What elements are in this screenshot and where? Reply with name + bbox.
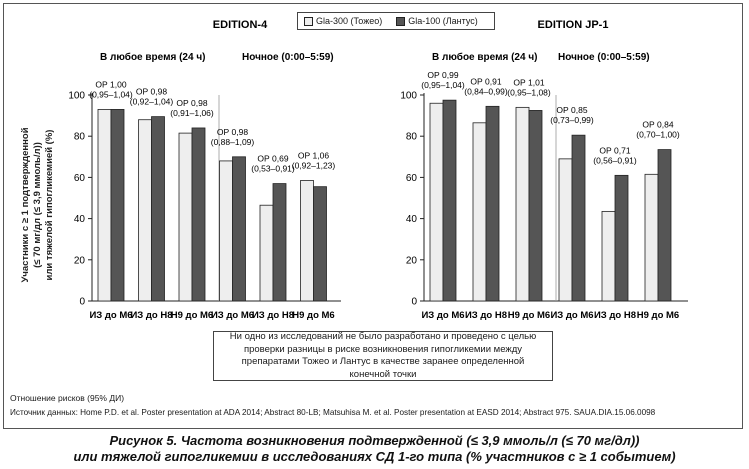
confidence-interval-label: (0,92–1,23) <box>292 160 336 170</box>
bar-gla100 <box>657 149 672 302</box>
figure-caption-line-2: или тяжелой гипогликемии в исследованиях… <box>73 449 676 464</box>
hazard-ratio-label: ОР 1,01 <box>513 77 544 87</box>
bar-gla100 <box>110 109 125 302</box>
hazard-ratio-label: ОР 1,00 <box>95 79 126 89</box>
y-tick-label: 100 <box>68 91 85 102</box>
hazard-ratio-label: ОР 0,99 <box>427 70 458 80</box>
confidence-interval-label: (0,70–1,00) <box>636 130 680 140</box>
bar-gla100 <box>313 186 327 302</box>
hazard-ratio-label: ОР 0,91 <box>470 76 501 86</box>
x-tick-label: ИЗ до Н8 <box>465 310 507 321</box>
y-axis-label: Участники с ≥ 1 подтвержденной(≤ 70 мг/д… <box>20 127 55 282</box>
bar-gla300 <box>472 122 487 302</box>
bar-gla100 <box>151 116 165 302</box>
bar-gla300 <box>138 119 152 302</box>
chart-edition-jp1: EDITION JP-1 В любое время (24 ч) Ночное (… <box>400 19 688 321</box>
figure-caption-line-1: Рисунок 5. Частота возникновения подтвер… <box>109 433 640 448</box>
bar-gla100 <box>442 99 457 302</box>
legend-item-gla100: Gla-100 (Лантус) <box>396 16 478 26</box>
hazard-ratio-label: ОР 1,06 <box>298 150 329 160</box>
x-tick-label: Н9 до М6 <box>171 310 213 321</box>
bar-gla300 <box>429 102 444 302</box>
group-label: Ночное (0:00–5:59) <box>558 52 650 63</box>
bar-gla300 <box>300 180 314 302</box>
x-tick-label: Н9 до М6 <box>292 310 334 321</box>
chart-legend: Gla-300 (Тожео) Gla-100 (Лантус) <box>297 12 495 30</box>
confidence-interval-label: (0,92–1,04) <box>130 97 174 107</box>
y-axis-label-line: или тяжелой гипогликемией (%) <box>44 130 55 281</box>
y-axis-label-line: (≤ 70 мг/дл (≤ 3,9 ммоль/л)) <box>32 142 43 268</box>
y-tick-label: 40 <box>406 214 418 225</box>
bar-gla100 <box>485 105 500 302</box>
y-axis-label-line: Участники с ≥ 1 подтвержденной <box>20 127 31 282</box>
y-tick-label: 100 <box>400 91 417 102</box>
hazard-ratio-label: ОР 0,98 <box>176 98 207 108</box>
y-tick-label: 60 <box>406 173 418 184</box>
hazard-ratio-label: ОР 0,98 <box>136 87 167 97</box>
disclaimer-note: Ни одно из исследований не было разработ… <box>213 331 553 381</box>
x-tick-label: Н9 до М6 <box>508 310 550 321</box>
confidence-interval-label: (0,84–0,99) <box>464 86 508 96</box>
x-tick-label: ИЗ до Н8 <box>252 310 294 321</box>
chart-edition-4: EDITION-4 В любое время (24 ч) Ночное (0:0… <box>68 19 341 321</box>
hazard-ratio-label: ОР 0,85 <box>556 105 587 115</box>
bar-gla100 <box>571 134 586 302</box>
footnote-source: Источник данных: Home P.D. et al. Poster… <box>10 408 656 417</box>
y-tick-label: 60 <box>74 173 86 184</box>
y-axis-label-text: Участники с ≥ 1 подтвержденной(≤ 70 мг/д… <box>20 127 55 282</box>
y-tick-label: 80 <box>406 132 418 143</box>
bar-gla300 <box>601 210 616 302</box>
y-tick-label: 0 <box>411 297 417 308</box>
bar-gla100 <box>232 156 246 302</box>
hazard-ratio-label: ОР 0,71 <box>599 145 630 155</box>
confidence-interval-label: (0,53–0,91) <box>251 164 295 174</box>
x-tick-label: ИЗ до М6 <box>211 310 254 321</box>
legend-label-gla100: Gla-100 (Лантус) <box>408 16 478 26</box>
group-label: В любое время (24 ч) <box>432 51 537 63</box>
chart-title: EDITION-4 <box>213 19 268 31</box>
x-tick-label: Н9 до М6 <box>637 310 679 321</box>
group-label: В любое время (24 ч) <box>100 51 205 63</box>
confidence-interval-label: (0,91–1,06) <box>170 108 214 118</box>
y-tick-label: 20 <box>74 255 86 266</box>
bar-gla100 <box>272 183 287 302</box>
bar-gla300 <box>515 106 530 302</box>
legend-label-gla300: Gla-300 (Тожео) <box>316 16 383 26</box>
bar-gla300 <box>259 204 274 302</box>
hazard-ratio-label: ОР 0,69 <box>257 154 288 164</box>
confidence-interval-label: (0,95–1,04) <box>421 80 465 90</box>
x-tick-label: ИЗ до Н8 <box>130 310 172 321</box>
legend-item-gla300: Gla-300 (Тожео) <box>304 16 382 26</box>
confidence-interval-label: (0,73–0,99) <box>550 115 594 125</box>
legend-swatch-gla100 <box>396 16 406 26</box>
bar-gla100 <box>528 110 543 302</box>
chart-canvas: Участники с ≥ 1 подтвержденной(≤ 70 мг/д… <box>20 19 688 321</box>
x-tick-label: ИЗ до М6 <box>421 310 464 321</box>
y-tick-label: 20 <box>406 255 418 266</box>
hazard-ratio-label: ОР 0,84 <box>642 120 673 130</box>
y-tick-label: 80 <box>74 132 86 143</box>
bar-gla300 <box>219 160 233 302</box>
bar-gla300 <box>644 173 659 302</box>
footnote-abbreviation: Отношение рисков (95% ДИ) <box>10 393 125 403</box>
bar-gla100 <box>614 174 629 302</box>
x-tick-label: ИЗ до М6 <box>550 310 593 321</box>
bar-gla300 <box>178 132 193 302</box>
x-tick-label: ИЗ до Н8 <box>594 310 636 321</box>
group-label: Ночное (0:00–5:59) <box>242 52 334 63</box>
confidence-interval-label: (0,56–0,91) <box>593 155 637 165</box>
x-tick-label: ИЗ до М6 <box>89 310 132 321</box>
bar-gla300 <box>97 109 112 302</box>
bar-gla100 <box>191 127 206 302</box>
confidence-interval-label: (0,95–1,04) <box>89 89 133 99</box>
disclaimer-text: Ни одно из исследований не было разработ… <box>229 331 537 380</box>
hazard-ratio-label: ОР 0,98 <box>217 127 248 137</box>
chart-title: EDITION JP-1 <box>538 19 609 31</box>
bar-gla300 <box>558 158 573 302</box>
y-tick-label: 40 <box>74 214 86 225</box>
legend-swatch-gla300 <box>304 16 313 26</box>
confidence-interval-label: (0,95–1,08) <box>507 87 551 97</box>
confidence-interval-label: (0,88–1,09) <box>211 137 255 147</box>
y-tick-label: 0 <box>79 297 85 308</box>
